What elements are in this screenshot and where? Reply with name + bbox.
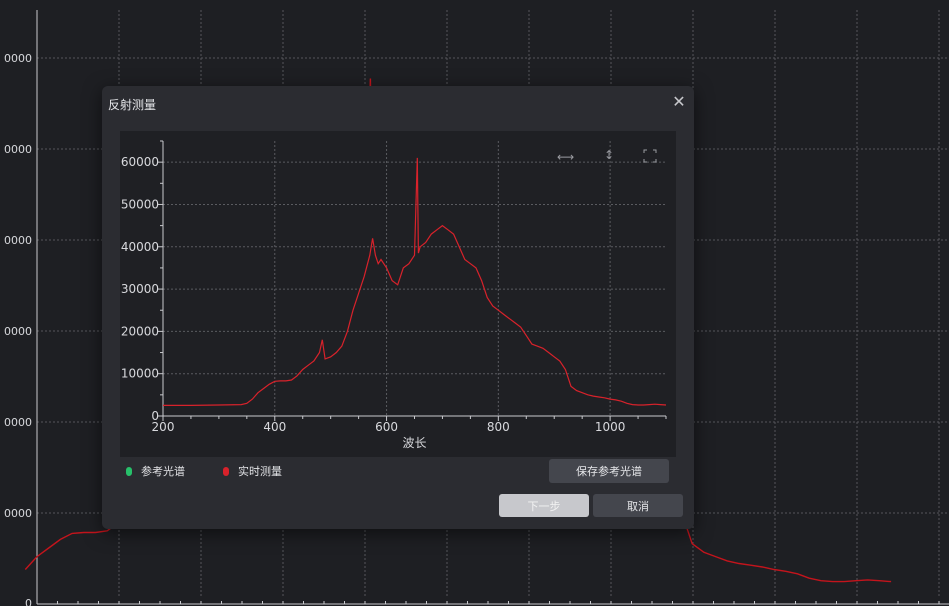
cancel-button[interactable]: 取消 [593,494,683,517]
y-tick-label: 10000 [121,367,159,381]
fit-horizontal-icon[interactable]: ⟷ [557,150,575,164]
next-step-button[interactable]: 下一步 [499,494,589,517]
spectrum-chart: 200 400 600 800 1000010000200003000040000500… [121,140,667,450]
y-tick-label: 50000 [121,197,159,211]
legend-reference-spectrum[interactable]: 参考光谱 [126,464,185,478]
fullscreen-glyph [643,149,657,163]
bg-y-tick-label: 0000 [4,325,32,338]
x-tick-label: 800 [487,420,510,434]
x-axis-title: 波长 [402,436,426,450]
legend-label-realtime: 实时测量 [238,465,282,478]
legend-dot-reference [126,466,132,476]
save-reference-spectrum-button[interactable]: 保存参考光谱 [549,459,669,483]
bg-y-tick-label: 0000 [4,234,32,247]
fullscreen-icon[interactable] [643,149,657,166]
bg-y-tick-label: 0000 [4,52,32,65]
legend-label-reference: 参考光谱 [141,465,185,478]
bg-y-tick-label: 0 [25,597,32,606]
legend-realtime-measurement[interactable]: 实时测量 [223,464,282,478]
legend-dot-realtime [223,466,229,476]
x-tick-label: 400 [263,420,286,434]
reflection-measurement-dialog: 反射测量 ✕ 200 400 600 800 1000 0 10000 20000 30000 4… [102,86,694,529]
y-tick-label: 20000 [121,324,159,338]
bg-y-tick-label: 0000 [4,416,32,429]
y-tick-label: 40000 [121,240,159,254]
close-icon[interactable]: ✕ [672,92,686,111]
x-tick-label: 600 [375,420,398,434]
spectrum-chart-panel: 200 400 600 800 1000 0 10000 20000 30000 40000 500… [120,131,676,457]
dialog-title: 反射测量 [108,98,157,112]
x-tick-label: 200 [152,420,175,434]
y-tick-label: 60000 [121,155,159,169]
x-tick-label: 1000 [595,420,626,434]
y-tick-label: 30000 [121,282,159,296]
realtime-measurement-series-line [163,157,667,406]
bg-y-tick-label: 0000 [4,143,32,156]
fit-vertical-icon[interactable]: ↕ [604,148,615,162]
bg-y-tick-label: 0000 [4,507,32,520]
y-tick-label: 0 [151,409,159,423]
